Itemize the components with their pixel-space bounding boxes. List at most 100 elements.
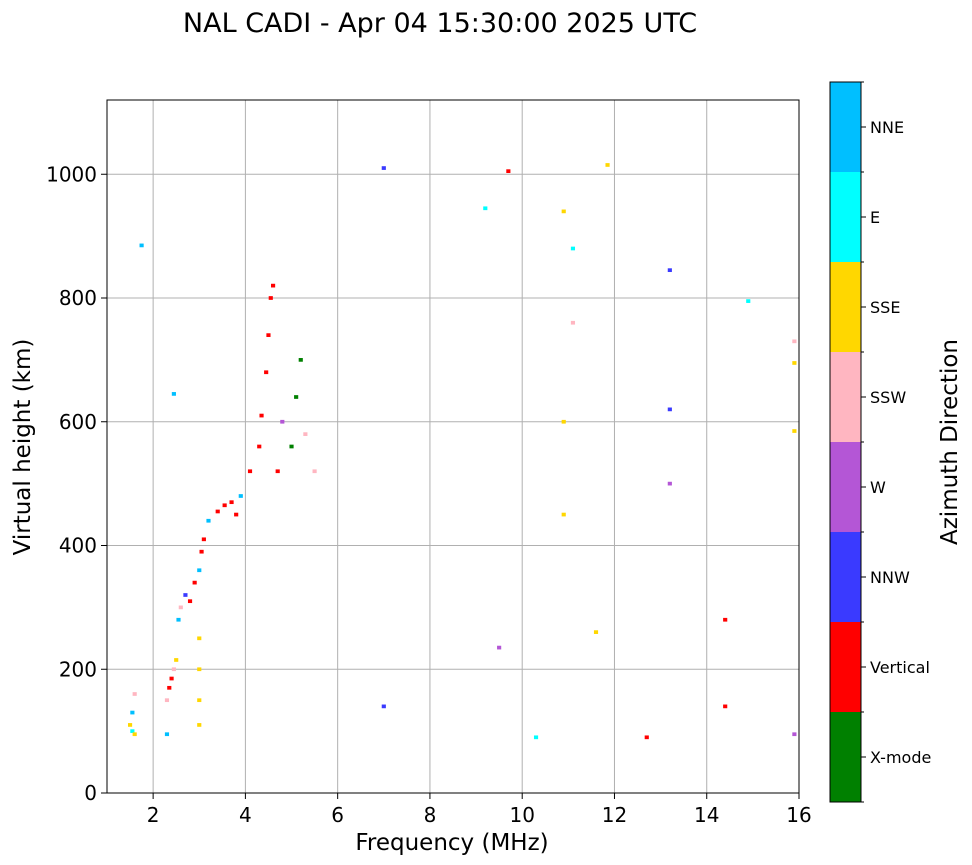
echo-point — [197, 667, 202, 672]
echo-point — [533, 735, 539, 740]
echo-point — [127, 723, 133, 727]
echo-point — [561, 209, 566, 214]
colorbar-tick-label: X-mode — [870, 748, 931, 767]
echo-point — [201, 537, 206, 542]
echo-point — [723, 617, 728, 622]
echo-point — [303, 432, 308, 436]
echo-point — [169, 676, 174, 681]
echo-point — [266, 333, 271, 337]
echo-point — [178, 605, 183, 610]
plot-background — [107, 100, 799, 793]
echo-point — [561, 419, 566, 424]
colorbar: X-mode Vertical NNW W SSW SSE E NNE — [829, 81, 931, 803]
echo-point — [167, 685, 172, 690]
echo-point — [561, 512, 566, 517]
colorbar-tick-label: Vertical — [870, 658, 930, 677]
echo-point — [593, 630, 599, 634]
colorbar-segment — [830, 172, 861, 262]
echo-point — [667, 407, 672, 412]
echo-point — [723, 704, 728, 709]
x-tick-label: 10 — [509, 803, 534, 827]
echo-point — [176, 617, 181, 622]
echo-point — [171, 667, 176, 672]
echo-point — [130, 710, 135, 715]
echo-point — [667, 268, 672, 273]
echo-point — [174, 658, 179, 662]
echo-point — [130, 729, 135, 733]
echo-point — [275, 469, 280, 474]
x-axis-label: Frequency (MHz) — [355, 830, 548, 856]
echo-point — [197, 636, 202, 641]
echo-point — [497, 645, 502, 650]
x-tick-label: 12 — [602, 803, 627, 827]
echo-point — [298, 358, 303, 362]
echo-point — [171, 392, 176, 396]
echo-point — [259, 413, 264, 418]
echo-point — [264, 370, 269, 375]
x-tick-label: 8 — [424, 803, 437, 827]
echo-point — [199, 549, 204, 554]
echo-point — [238, 494, 243, 498]
echo-point — [183, 593, 188, 597]
echo-point — [268, 296, 273, 300]
colorbar-tick-label: W — [870, 478, 886, 497]
echo-point — [164, 732, 170, 737]
colorbar-tick-label: NNW — [870, 568, 910, 587]
echo-point — [187, 599, 193, 604]
x-tick-label: 6 — [331, 803, 344, 827]
colorbar-tick-label: E — [870, 208, 880, 227]
colorbar-tick-label: SSE — [870, 298, 900, 317]
echo-point — [197, 698, 202, 703]
y-tick-label: 1000 — [46, 162, 97, 186]
echo-point — [192, 580, 197, 585]
colorbar-tick-label: SSW — [870, 388, 906, 407]
echo-point — [792, 361, 797, 365]
colorbar-frame — [829, 81, 862, 803]
x-tick-label: 4 — [239, 803, 252, 827]
colorbar-tick-label: NNE — [870, 118, 904, 137]
y-tick-label: 400 — [59, 534, 97, 558]
echo-point — [222, 503, 227, 508]
echo-point — [381, 704, 386, 709]
echo-point — [570, 246, 576, 251]
echo-point — [644, 735, 649, 740]
echo-point — [570, 320, 576, 325]
echo-point — [483, 206, 488, 211]
y-tick-label: 200 — [59, 657, 97, 681]
echo-point — [206, 518, 211, 523]
x-tick-label: 2 — [147, 803, 160, 827]
echo-point — [197, 723, 202, 727]
echo-point — [139, 243, 144, 248]
echo-point — [667, 481, 672, 486]
echo-point — [229, 500, 234, 505]
plot-area: 2 4 6 8 10 12 14 16 0 200 400 600 800 1000 — [46, 99, 812, 827]
colorbar-segment — [830, 442, 861, 532]
colorbar-segment — [830, 622, 861, 712]
y-tick-label: 0 — [84, 781, 97, 805]
echo-point — [132, 732, 137, 737]
echo-point — [289, 444, 294, 449]
echo-point — [381, 166, 386, 170]
x-tick-label: 16 — [786, 803, 811, 827]
echo-point — [792, 429, 797, 433]
echo-point — [294, 395, 299, 399]
colorbar-label: Azimuth Direction — [937, 339, 963, 545]
echo-point — [247, 469, 253, 474]
echo-point — [164, 698, 170, 703]
echo-point — [215, 509, 220, 514]
echo-point — [257, 444, 262, 449]
colorbar-segment — [830, 532, 861, 622]
echo-point — [605, 163, 610, 167]
plot-frame — [106, 99, 800, 794]
colorbar-segment — [830, 712, 861, 802]
colorbar-segment — [830, 352, 861, 442]
echo-point — [792, 732, 797, 737]
chart-title: NAL CADI - Apr 04 15:30:00 2025 UTC — [183, 8, 697, 39]
y-tick-label: 600 — [59, 410, 97, 434]
echo-point — [280, 419, 285, 424]
echo-point — [132, 692, 137, 696]
echo-point — [234, 512, 239, 517]
y-tick-label: 800 — [59, 286, 97, 310]
colorbar-segment — [830, 262, 861, 352]
